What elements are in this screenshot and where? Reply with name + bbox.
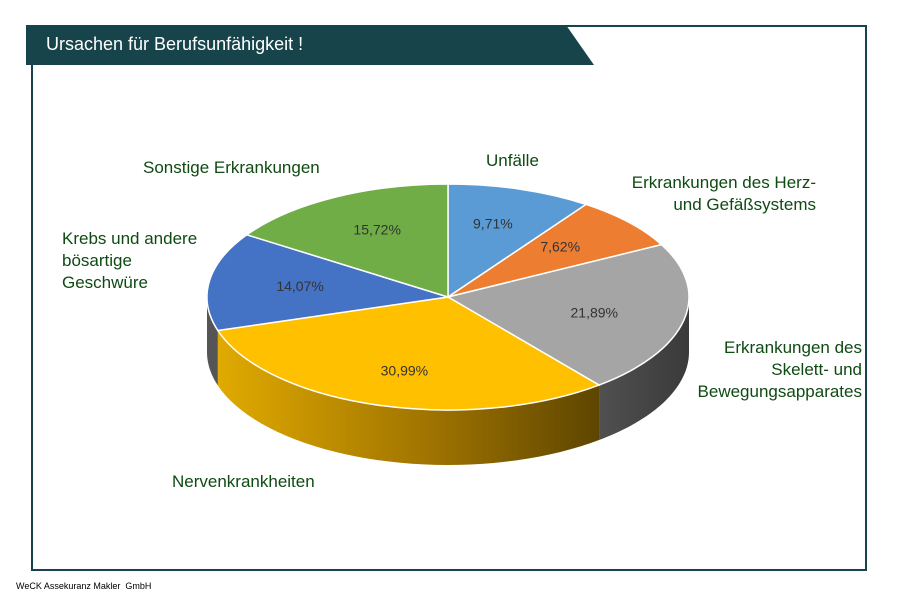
pie-value-label-erkrankungen: 7,62% xyxy=(540,238,580,254)
pie-top xyxy=(206,183,690,411)
category-label-krebs: Krebs und andere bösartige Geschwüre xyxy=(62,229,198,292)
category-label-nerven: Nervenkrankheiten xyxy=(172,472,315,491)
pie-slice-sonstige xyxy=(245,183,449,299)
pie-value-label-nervenkrankheiten: 30,99% xyxy=(381,362,428,378)
pie-value-label-sonstige: 15,72% xyxy=(353,221,400,237)
pie-side-erkrankungen xyxy=(599,297,689,441)
title-banner xyxy=(26,25,594,65)
pie-sides xyxy=(207,297,689,465)
pie-slice-nervenkrankheiten xyxy=(216,296,601,411)
pie-slice-erkrankungen xyxy=(446,243,690,386)
category-label-skelett: Erkrankungen des Skelett- und Bewegungsa… xyxy=(697,338,862,401)
category-label-herz: Erkrankungen des Herz- und Gefäßsystems xyxy=(631,173,816,214)
pie-slice-erkrankungen xyxy=(447,203,664,298)
category-label-unfaelle: Unfälle xyxy=(486,151,539,170)
pie-slice-unflle xyxy=(447,183,588,299)
company-footer: WeCK Assekuranz Makler GmbH xyxy=(16,581,152,591)
category-label-sonstige: Sonstige Erkrankungen xyxy=(143,158,320,177)
pie-value-label-unflle: 9,71% xyxy=(473,216,513,232)
pie-value-label-krebs: 14,07% xyxy=(276,278,323,294)
pie-value-label-erkrankungen: 21,89% xyxy=(571,305,618,321)
page-title: Ursachen für Berufsunfähigkeit ! xyxy=(46,34,304,54)
pie-side-krebs xyxy=(207,297,218,386)
pie-side-nervenkrankheiten xyxy=(217,330,600,465)
pie-slice-krebs xyxy=(206,233,449,332)
pie-value-labels: 9,71% 7,62% 21,89% 30,99% 14,07% 15,72% xyxy=(276,216,618,379)
